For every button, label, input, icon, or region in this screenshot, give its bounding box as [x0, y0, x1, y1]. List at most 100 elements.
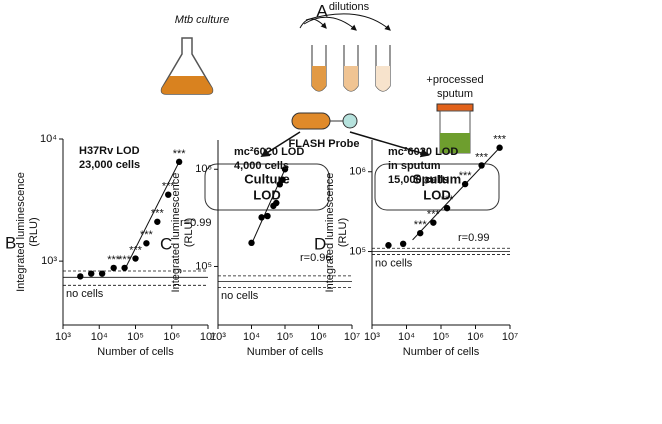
y-tick-label: 10⁵ [349, 245, 366, 257]
point [276, 181, 284, 188]
point [77, 273, 84, 280]
annotation: mc²6020 LOD [234, 146, 304, 158]
x-tick-label: 10⁴ [91, 331, 108, 343]
x-tick-label: 10⁴ [243, 331, 260, 343]
y-tick-label: 10⁶ [349, 166, 366, 178]
arrow [299, 18, 327, 29]
y-axis-label: (RLU) [28, 217, 40, 246]
annotation: mc²6020 LOD [388, 146, 458, 158]
significance: *** [173, 148, 187, 160]
significance: *** [475, 151, 489, 163]
point [175, 158, 183, 166]
significance: *** [140, 229, 154, 241]
point [281, 166, 289, 173]
tubes [311, 45, 391, 92]
annotation: in sputum [388, 160, 441, 172]
point [98, 270, 106, 277]
arrow [260, 131, 301, 157]
sputum-label: +processed [426, 74, 483, 86]
significance: *** [118, 254, 132, 266]
sputum-liquid [440, 133, 470, 153]
y-axis-label: Integrated luminescence [324, 173, 336, 293]
point [248, 239, 255, 247]
sputum-cap [436, 103, 474, 112]
significance: *** [129, 244, 143, 256]
point [385, 242, 392, 249]
box-label: Sputum [413, 171, 461, 186]
y-axis-label: (RLU) [337, 218, 349, 247]
significance: *** [151, 208, 165, 220]
point [88, 270, 95, 277]
x-tick-label: 10⁷ [344, 331, 360, 343]
fit-line [124, 161, 180, 270]
baseline-label: no cells [66, 288, 104, 300]
significance: *** [162, 181, 176, 193]
dilutions-label: dilutions [329, 1, 370, 13]
point [154, 218, 161, 225]
significance: *** [427, 209, 441, 221]
panel-label: B [5, 233, 16, 252]
x-axis-label: Number of cells [403, 346, 480, 358]
significance: *** [493, 134, 507, 146]
probe-label: FLASH Probe [289, 138, 360, 150]
annotation: 15,000 cells [388, 174, 449, 186]
x-tick-label: 10⁷ [200, 331, 216, 343]
x-tick-label: 10³ [210, 331, 226, 343]
point [264, 212, 271, 220]
panel-label: D [314, 234, 326, 253]
point [121, 264, 128, 272]
point [461, 180, 469, 188]
point [110, 264, 117, 272]
annotation: H37Rv LOD [79, 145, 140, 157]
point [430, 219, 437, 226]
box-label: LOD [423, 187, 450, 202]
r-label: r=0.99 [180, 217, 212, 229]
box-label: LOD [253, 187, 280, 202]
point [279, 176, 286, 183]
x-tick-label: 10³ [55, 331, 71, 343]
significance: *** [441, 194, 455, 206]
annotation: 23,000 cells [79, 159, 140, 171]
y-axis-label: (RLU) [183, 218, 195, 247]
culture-liquid [161, 76, 213, 94]
y-tick-label: 10⁴ [40, 133, 57, 145]
x-tick-label: 10⁴ [398, 331, 415, 343]
arrow [303, 16, 357, 31]
x-tick-label: 10⁵ [433, 331, 450, 343]
point [165, 191, 172, 198]
fit-line [412, 147, 500, 241]
significance: *** [459, 170, 473, 182]
r-label: r=0.99 [458, 232, 490, 244]
probe-dye [342, 113, 358, 129]
baseline-label: no cells [375, 257, 413, 269]
x-tick-label: 10⁶ [310, 331, 327, 343]
arrow [349, 131, 430, 158]
baseline-label: no cells [221, 290, 259, 302]
probe [291, 112, 331, 130]
point [258, 214, 265, 221]
point [399, 240, 407, 248]
y-tick-label: 10⁵ [195, 260, 212, 272]
x-tick-label: 10⁵ [277, 331, 294, 343]
point [132, 255, 139, 262]
arrow [305, 13, 391, 31]
y-tick-label: 10³ [41, 255, 57, 267]
point [417, 229, 424, 237]
y-axis-label: Integrated luminescence [15, 172, 27, 292]
significance: *** [107, 254, 121, 266]
sputum-label: sputum [437, 88, 473, 100]
x-tick-label: 10⁶ [467, 331, 484, 343]
x-tick-label: 10³ [364, 331, 380, 343]
x-tick-label: 10⁷ [502, 331, 518, 343]
y-tick-label: 10⁶ [195, 163, 212, 175]
y-axis-label: Integrated luminescence [170, 173, 182, 293]
culture-label: Mtb culture [175, 14, 229, 26]
significance: *** [414, 219, 428, 231]
sputum-box [374, 163, 500, 211]
r-label: r=0.96 [300, 252, 332, 264]
point [478, 162, 485, 169]
x-axis-label: Number of cells [247, 346, 324, 358]
x-tick-label: 10⁵ [127, 331, 144, 343]
point [496, 144, 503, 151]
